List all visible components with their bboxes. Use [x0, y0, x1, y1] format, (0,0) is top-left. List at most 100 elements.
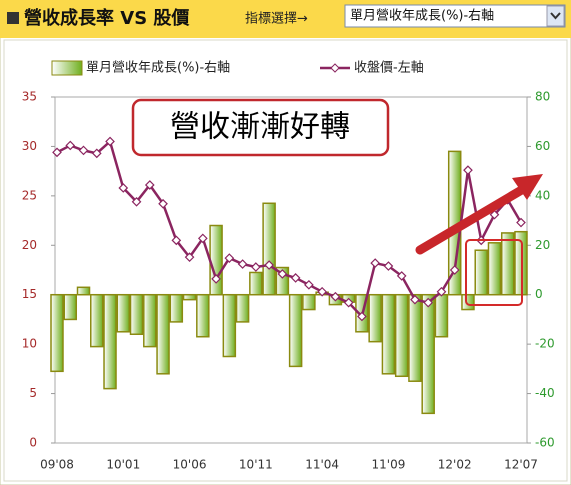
- y2-tick-label: 0: [535, 287, 543, 301]
- annotation-box: [131, 98, 390, 157]
- bar: [302, 293, 316, 311]
- dropdown[interactable]: [344, 4, 566, 28]
- y2-tick-label: -20: [535, 337, 555, 351]
- y-tick-label: 30: [22, 139, 37, 153]
- price-marker: [171, 235, 182, 246]
- annotation: 營收漸漸好轉: [170, 110, 350, 145]
- y2-tick-label: -40: [535, 386, 555, 400]
- bar: [169, 293, 184, 323]
- price-marker: [52, 147, 62, 158]
- price-marker: [370, 258, 381, 268]
- price-marker: [463, 165, 473, 176]
- legend-label: 單月營收年成長(%)-右軸: [86, 61, 230, 76]
- bar: [249, 271, 263, 296]
- price-marker: [118, 183, 129, 193]
- price-marker: [516, 217, 526, 228]
- x-tick-label: 10'06: [173, 458, 207, 472]
- bar: [143, 293, 157, 348]
- bar: [368, 293, 382, 343]
- x-tick-label: 09'08: [40, 458, 74, 472]
- bar: [209, 224, 223, 296]
- y2-tick-label: 60: [535, 139, 550, 153]
- bar: [76, 286, 91, 296]
- y-tick-label: 15: [22, 287, 37, 301]
- price-marker: [290, 273, 301, 283]
- bar: [381, 293, 396, 375]
- bar: [182, 293, 197, 301]
- y-tick-label: 5: [29, 386, 37, 400]
- y-tick-label: 35: [22, 90, 37, 104]
- price-marker: [65, 140, 76, 151]
- price-marker: [330, 291, 341, 302]
- y-tick-label: 0: [29, 436, 37, 450]
- price-marker: [91, 148, 102, 159]
- price-marker: [449, 265, 460, 275]
- bar: [434, 293, 449, 338]
- bar: [103, 293, 117, 390]
- y2-tick-label: 40: [535, 188, 550, 202]
- price-marker: [131, 196, 142, 207]
- bar: [129, 293, 144, 336]
- price-marker: [383, 261, 394, 271]
- bar: [421, 293, 435, 415]
- price-marker: [304, 279, 314, 290]
- bar: [487, 242, 502, 296]
- y2-tick-label: -60: [535, 436, 555, 450]
- bar: [262, 202, 276, 296]
- price-marker: [277, 269, 288, 279]
- price-marker: [396, 271, 407, 281]
- trend-arrow-head: [512, 174, 543, 200]
- x-tick-label: 10'01: [106, 458, 140, 472]
- price-marker: [184, 252, 195, 262]
- x-tick-label: 12'02: [438, 458, 472, 472]
- y2-tick-label: 80: [535, 90, 550, 104]
- legend-marker: [330, 63, 340, 73]
- x-tick-label: 11'04: [305, 458, 339, 472]
- price-marker: [251, 262, 261, 272]
- header-title: 營收成長率 VS 股價: [24, 7, 190, 29]
- bar: [196, 293, 210, 338]
- price-marker: [357, 311, 367, 322]
- bar: [50, 293, 64, 373]
- legend-label: 收盤價-左軸: [354, 61, 424, 76]
- y-tick-label: 20: [22, 238, 37, 252]
- bar: [474, 249, 488, 296]
- price-marker: [317, 286, 327, 297]
- price-marker: [105, 136, 115, 147]
- bar: [222, 293, 237, 358]
- dropdown-button[interactable]: [546, 5, 565, 27]
- price-marker: [158, 198, 168, 209]
- price-marker: [489, 209, 500, 220]
- bar: [461, 293, 475, 311]
- dropdown-text: 單月營收年成長(%)-右軸: [350, 9, 494, 24]
- x-tick-label: 10'11: [239, 458, 273, 472]
- price-marker: [343, 297, 354, 308]
- bar: [235, 293, 250, 323]
- price-marker: [224, 253, 235, 263]
- dropdown-arrow: [550, 12, 561, 20]
- bar: [156, 293, 170, 375]
- bar: [63, 293, 78, 321]
- y2-tick-label: 20: [535, 238, 550, 252]
- title-icon: [7, 12, 19, 24]
- price-marker: [410, 294, 420, 305]
- price-marker: [197, 233, 208, 244]
- bar: [288, 293, 303, 368]
- bar: [90, 293, 104, 348]
- x-tick-label: 11'09: [372, 458, 406, 472]
- y-tick-label: 10: [22, 337, 37, 351]
- trend-arrow: [415, 183, 530, 255]
- bar: [500, 232, 515, 296]
- y-tick-label: 25: [22, 188, 37, 202]
- price-marker: [78, 145, 89, 156]
- price-marker: [144, 180, 155, 190]
- bar: [394, 293, 409, 378]
- price-marker: [264, 260, 274, 270]
- highlight-box: [465, 239, 523, 306]
- x-tick-label: 12'07: [504, 458, 538, 472]
- legend-swatch: [51, 60, 83, 76]
- bar: [116, 293, 131, 333]
- price-marker: [436, 286, 447, 297]
- bar: [408, 293, 422, 382]
